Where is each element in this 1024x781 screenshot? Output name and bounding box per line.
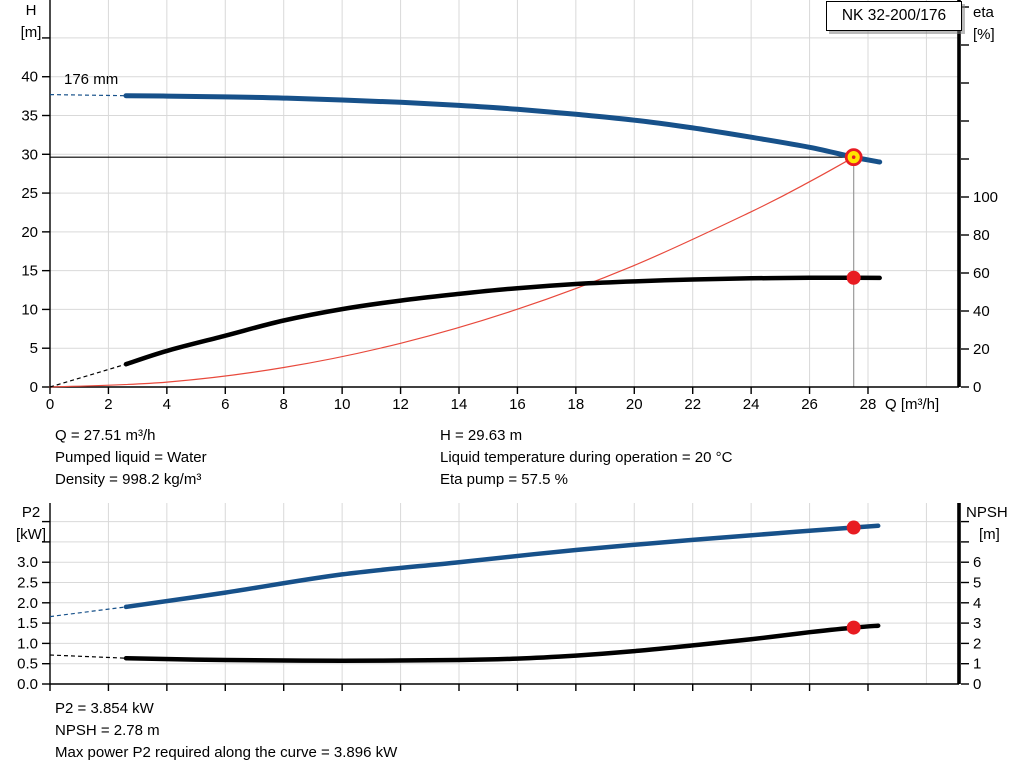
left-tick-label: 5 (30, 340, 38, 357)
system-resistance-curve (49, 156, 855, 388)
right-tick-label: 20 (973, 341, 990, 358)
pumped-liquid-text: Pumped liquid = Water (55, 449, 207, 466)
x-tick-label: 26 (801, 396, 818, 413)
x-tick-label: 18 (568, 396, 585, 413)
eta-pump-text: Eta pump = 57.5 % (440, 471, 568, 488)
power-npsh-chart: 0.0 0.5 1.0 1.5 2.0 2.5 3.0 0 1 2 3 4 5 6 (17, 503, 981, 693)
x-tick-label: 6 (221, 396, 229, 413)
duty-point-p2[interactable] (846, 520, 861, 535)
head-curve-176mm (123, 93, 883, 165)
density-text: Density = 998.2 kg/m³ (55, 471, 202, 488)
x-tick-label: 14 (451, 396, 468, 413)
max-power-text: Max power P2 required along the curve = … (55, 744, 398, 761)
npsh-curve-dashed-extension (49, 654, 127, 659)
right-tick-label: 0 (973, 379, 981, 396)
x-tick-label: 28 (860, 396, 877, 413)
left-tick-label: 25 (21, 185, 38, 202)
h-axis-title: H (26, 2, 37, 19)
left-tick-label: 35 (21, 108, 38, 125)
left-tick-label: 3.0 (17, 554, 38, 571)
npsh-axis-title: NPSH (966, 504, 1008, 521)
p2-axis-unit: [kW] (16, 526, 46, 543)
x-tick-label: 20 (626, 396, 643, 413)
right-tick-label: 3 (973, 615, 981, 632)
p2-axis-title: P2 (22, 504, 40, 521)
right-tick-label: 80 (973, 227, 990, 244)
right-tick-label: 2 (973, 635, 981, 652)
left-tick-label: 1.5 (17, 615, 38, 632)
efficiency-curve-dashed-extension (49, 363, 127, 388)
duty-info-right: H = 29.63 m Liquid temperature during op… (440, 425, 732, 491)
left-tick-label: 0.0 (17, 676, 38, 693)
head-curve-176mm-dashed-extension (49, 94, 127, 97)
left-tick-label: 40 (21, 69, 38, 86)
right-tick-label: 40 (973, 303, 990, 320)
right-tick-label: 60 (973, 265, 990, 282)
x-tick-label: 2 (104, 396, 112, 413)
right-tick-label: 5 (973, 575, 981, 592)
duty-point-head-center (851, 155, 856, 159)
efficiency-curve (123, 275, 882, 367)
left-tick-label: 15 (21, 263, 38, 280)
npsh-value-text: NPSH = 2.78 m (55, 722, 160, 739)
left-tick-label: 2.0 (17, 595, 38, 612)
left-tick-label: 0.5 (17, 656, 38, 673)
right-tick-label: 6 (973, 554, 981, 571)
left-tick-label: 0 (30, 379, 38, 396)
left-tick-label: 10 (21, 301, 38, 318)
duty-flow-text: Q = 27.51 m³/h (55, 427, 156, 444)
eta-axis-title: eta (973, 4, 995, 21)
p2-power-curve (123, 523, 881, 610)
x-tick-label: 22 (684, 396, 701, 413)
x-tick-label: 12 (392, 396, 409, 413)
right-tick-label: 0 (973, 676, 981, 693)
right-tick-label: 1 (973, 656, 981, 673)
pump-model-badge: NK 32-200/176 (826, 1, 962, 31)
duty-point-efficiency[interactable] (846, 270, 861, 285)
x-tick-label: 8 (280, 396, 288, 413)
q-axis-title: Q [m³/h] (885, 396, 939, 413)
npsh-axis-unit: [m] (979, 526, 1000, 543)
npsh-curve (123, 623, 881, 663)
h-axis-unit: [m] (21, 24, 42, 41)
x-tick-label: 10 (334, 396, 351, 413)
x-tick-label: 16 (509, 396, 526, 413)
duty-point-npsh[interactable] (846, 620, 861, 635)
duty-info-left: Q = 27.51 m³/h Pumped liquid = Water Den… (55, 425, 207, 491)
eta-axis-unit: [%] (973, 26, 995, 43)
left-tick-label: 1.0 (17, 635, 38, 652)
impeller-size-label: 176 mm (64, 71, 118, 88)
right-tick-label: 4 (973, 595, 981, 612)
left-tick-label: 2.5 (17, 575, 38, 592)
p2-value-text: P2 = 3.854 kW (55, 700, 154, 717)
x-tick-label: 24 (743, 396, 760, 413)
left-tick-label: 20 (21, 224, 38, 241)
x-tick-label: 0 (46, 396, 54, 413)
p2-power-curve-dashed-extension (49, 606, 127, 618)
liquid-temperature-text: Liquid temperature during operation = 20… (440, 449, 733, 466)
left-tick-label: 30 (21, 146, 38, 163)
power-npsh-info: P2 = 3.854 kW NPSH = 2.78 m Max power P2… (55, 698, 397, 764)
x-tick-label: 4 (163, 396, 171, 413)
duty-head-text: H = 29.63 m (440, 427, 523, 444)
right-tick-label: 100 (973, 189, 998, 206)
